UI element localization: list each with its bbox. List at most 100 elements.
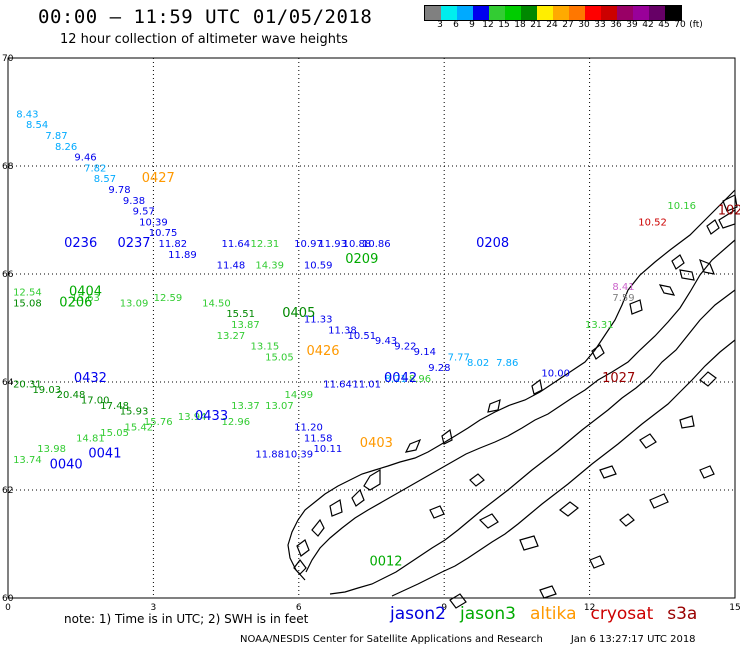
pass-time-label: 0427	[142, 171, 175, 186]
wave-height-value: 10.39	[284, 450, 313, 461]
color-swatch	[473, 6, 489, 20]
color-swatch	[457, 6, 473, 20]
wave-height-value: 10.88	[343, 239, 372, 250]
wave-height-value: 8.21	[385, 374, 407, 385]
pass-time-label: 0042	[384, 371, 417, 386]
wave-height-value: 11.64	[323, 379, 352, 390]
satellite-legend: jason2 jason3 altika cryosat s3a	[390, 604, 711, 624]
color-scale-label: 15	[498, 20, 510, 30]
pass-time-label: 102	[718, 204, 740, 219]
color-swatch	[441, 6, 457, 20]
wave-height-value: 14.39	[255, 261, 284, 272]
wave-height-value: 11.88	[255, 450, 284, 461]
pass-time-label: 0426	[306, 344, 339, 359]
wave-height-value: 15.05	[100, 428, 129, 439]
color-scale-label: 30	[578, 20, 590, 30]
pass-time-label: 0433	[195, 409, 228, 424]
wave-height-value: 13.31	[585, 320, 614, 331]
wave-height-value: 14.99	[284, 390, 313, 401]
wave-height-value: 15.63	[71, 293, 100, 304]
wave-height-value: 9.14	[414, 347, 436, 358]
wave-height-value: 13.37	[231, 401, 260, 412]
wave-height-value: 7.86	[496, 358, 518, 369]
y-tick-label: 66	[2, 270, 14, 280]
color-swatch	[521, 6, 537, 20]
wave-height-value: 12.54	[13, 288, 42, 299]
color-scale-label: 42	[642, 20, 654, 30]
wave-height-value: 12.59	[154, 293, 183, 304]
color-scale-label: 39	[626, 20, 638, 30]
color-scale-label: 70	[674, 20, 686, 30]
y-tick-label: 62	[2, 486, 13, 496]
color-swatch	[617, 6, 633, 20]
satellite-legend-s3a: s3a	[667, 604, 698, 624]
wave-height-value: 10.51	[347, 331, 376, 342]
wave-height-value: 11.58	[304, 433, 333, 444]
wave-height-value: 10.86	[362, 239, 391, 250]
pass-time-label: 0404	[69, 285, 102, 300]
color-scale-label: 45	[658, 20, 670, 30]
pass-time-label: 0237	[117, 236, 150, 251]
color-scale-label: 36	[610, 20, 622, 30]
wave-height-value: 10.00	[541, 369, 570, 380]
color-scale-label: 24	[546, 20, 558, 30]
wave-height-value: 10.39	[139, 217, 168, 228]
wave-height-value: 20.48	[57, 390, 86, 401]
wave-height-value: 11.64	[221, 239, 250, 250]
wave-height-value: 11.01	[352, 379, 381, 390]
wave-height-value: 13.27	[217, 331, 246, 342]
color-scale-label: 3	[437, 20, 443, 30]
color-swatch	[665, 6, 681, 20]
wave-height-value: 13.09	[120, 298, 149, 309]
satellite-legend-jason3: jason3	[460, 604, 516, 624]
color-scale-label: (ft)	[689, 20, 703, 30]
wave-height-value: 15.93	[120, 406, 149, 417]
wave-height-value: 11.20	[294, 423, 323, 434]
wave-height-value: 7.82	[84, 163, 106, 174]
color-scale-label: 6	[453, 20, 459, 30]
wave-height-value: 9.57	[133, 207, 155, 218]
wave-height-value: 8.57	[94, 174, 116, 185]
y-tick-label: 68	[2, 162, 14, 172]
color-scale-label: 21	[530, 20, 542, 30]
pass-time-label: 0206	[59, 295, 92, 310]
wave-height-value: 9.22	[394, 342, 416, 353]
color-swatch	[649, 6, 665, 20]
wave-height-value: 11.33	[304, 315, 333, 326]
satellite-legend-altika: altika	[530, 604, 577, 624]
wave-height-value: 17.00	[81, 396, 110, 407]
wave-height-value: 13.07	[265, 401, 294, 412]
y-tick-label: 64	[2, 378, 14, 388]
satellite-legend-jason2: jason2	[390, 604, 446, 624]
wave-height-value: 9.38	[123, 196, 145, 207]
y-tick-label: 70	[2, 54, 14, 64]
pass-time-label: 0012	[369, 555, 402, 570]
wave-height-value: 10.52	[638, 217, 667, 228]
x-tick-label: 9	[441, 603, 447, 613]
wave-height-value: 11.93	[318, 239, 347, 250]
wave-height-value: 19.03	[32, 385, 61, 396]
wave-height-value: 14.50	[202, 298, 231, 309]
pass-time-label: 0236	[64, 236, 97, 251]
wave-height-value: 10.97	[294, 239, 323, 250]
wave-height-value: 15.08	[13, 298, 42, 309]
color-scale-label: 33	[594, 20, 606, 30]
color-swatch	[489, 6, 505, 20]
color-swatch	[505, 6, 521, 20]
pass-time-label: 0041	[88, 447, 121, 462]
wave-height-value: 11.89	[168, 250, 197, 261]
color-scale-label: 27	[562, 20, 574, 30]
wave-height-value: 20.31	[13, 379, 42, 390]
coastline	[287, 189, 738, 609]
plot-frame	[7, 57, 736, 599]
wave-height-value: 7.87	[45, 131, 67, 142]
chart-subtitle: 12 hour collection of altimeter wave hei…	[60, 32, 348, 47]
color-swatch	[585, 6, 601, 20]
wave-height-value: 12.31	[251, 239, 280, 250]
color-swatch	[601, 6, 617, 20]
wave-height-value: 14.81	[76, 433, 105, 444]
plot-border	[7, 57, 736, 599]
wave-height-value: 10.59	[304, 261, 333, 272]
color-scale-label: 18	[514, 20, 526, 30]
